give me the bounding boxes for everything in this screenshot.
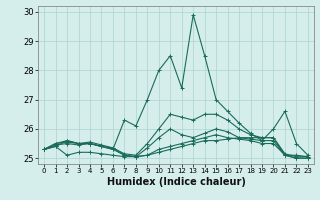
X-axis label: Humidex (Indice chaleur): Humidex (Indice chaleur) (107, 177, 245, 187)
